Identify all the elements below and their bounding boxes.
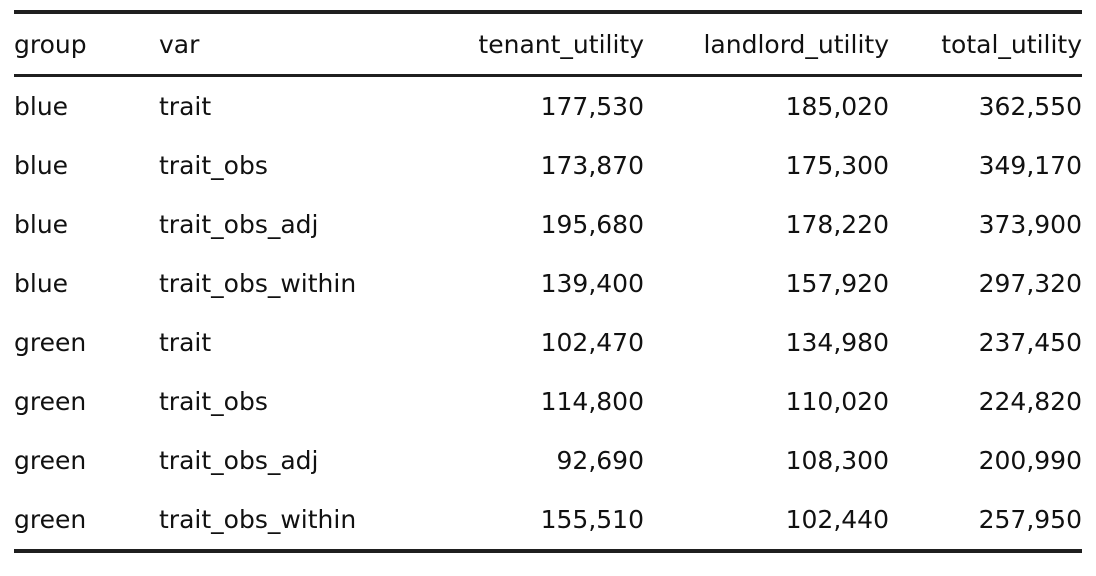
header-row: group var tenant_utility landlord_utilit…	[14, 12, 1082, 77]
table-row: green trait_obs_adj 92,690 108,300 200,9…	[14, 431, 1082, 490]
header-cell-group: group	[14, 12, 159, 77]
cell-total-utility: 349,170	[978, 151, 1082, 180]
cell-var: trait_obs_adj	[159, 210, 319, 239]
cell-landlord-utility: 134,980	[785, 328, 889, 357]
cell-group: green	[14, 505, 87, 534]
cell-landlord-utility: 178,220	[785, 210, 889, 239]
cell-group: green	[14, 446, 87, 475]
cell-tenant-utility: 102,470	[540, 328, 644, 357]
header-cell-var: var	[159, 12, 409, 77]
table-row: green trait_obs 114,800 110,020 224,820	[14, 372, 1082, 431]
cell-group: blue	[14, 151, 69, 180]
cell-group: blue	[14, 269, 69, 298]
cell-var: trait_obs	[159, 151, 268, 180]
cell-var: trait_obs	[159, 387, 268, 416]
cell-landlord-utility: 102,440	[785, 505, 889, 534]
cell-var: trait	[159, 92, 212, 121]
table-row: blue trait_obs_adj 195,680 178,220 373,9…	[14, 195, 1082, 254]
header-cell-landlord-utility: landlord_utility	[644, 12, 889, 77]
cell-tenant-utility: 139,400	[540, 269, 644, 298]
cell-var: trait_obs_within	[159, 505, 357, 534]
header-cell-tenant-utility: tenant_utility	[409, 12, 644, 77]
cell-var: trait_obs_adj	[159, 446, 319, 475]
cell-tenant-utility: 114,800	[540, 387, 644, 416]
cell-total-utility: 237,450	[978, 328, 1082, 357]
cell-group: green	[14, 387, 87, 416]
cell-var: trait	[159, 328, 212, 357]
table-row: blue trait_obs_within 139,400 157,920 29…	[14, 254, 1082, 313]
cell-tenant-utility: 195,680	[540, 210, 644, 239]
cell-total-utility: 224,820	[978, 387, 1082, 416]
cell-tenant-utility: 155,510	[540, 505, 644, 534]
cell-total-utility: 200,990	[978, 446, 1082, 475]
page: group var tenant_utility landlord_utilit…	[14, 10, 1082, 553]
table-row: green trait_obs_within 155,510 102,440 2…	[14, 490, 1082, 551]
table-row: blue trait_obs 173,870 175,300 349,170	[14, 136, 1082, 195]
cell-landlord-utility: 108,300	[785, 446, 889, 475]
cell-var: trait_obs_within	[159, 269, 357, 298]
header-cell-total-utility: total_utility	[889, 12, 1082, 77]
cell-total-utility: 373,900	[978, 210, 1082, 239]
cell-landlord-utility: 157,920	[785, 269, 889, 298]
cell-tenant-utility: 92,690	[556, 446, 644, 475]
cell-group: blue	[14, 210, 69, 239]
cell-total-utility: 257,950	[978, 505, 1082, 534]
table-row: blue trait 177,530 185,020 362,550	[14, 76, 1082, 137]
cell-total-utility: 297,320	[978, 269, 1082, 298]
utility-table: group var tenant_utility landlord_utilit…	[14, 10, 1082, 553]
cell-tenant-utility: 177,530	[540, 92, 644, 121]
cell-group: green	[14, 328, 87, 357]
cell-group: blue	[14, 92, 69, 121]
cell-landlord-utility: 185,020	[785, 92, 889, 121]
table-row: green trait 102,470 134,980 237,450	[14, 313, 1082, 372]
cell-total-utility: 362,550	[978, 92, 1082, 121]
cell-tenant-utility: 173,870	[540, 151, 644, 180]
cell-landlord-utility: 175,300	[785, 151, 889, 180]
cell-landlord-utility: 110,020	[785, 387, 889, 416]
